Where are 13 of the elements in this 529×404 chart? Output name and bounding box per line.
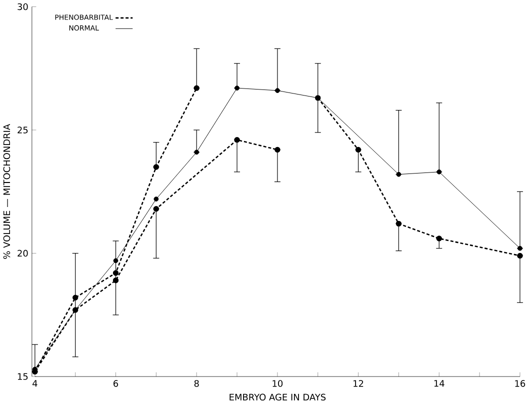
x-tick-label: 12 [354,380,364,387]
y-tick-label: 25 [18,126,28,134]
x-tick-label: 6 [114,380,118,387]
x-tick-label: 4 [32,380,38,387]
x-tick-label: 10 [272,380,283,387]
y-tick-label: 20 [18,250,28,257]
x-axis-title: EMBRYO AGE IN DAYS [230,394,326,401]
y-tick-label: 15 [18,373,28,380]
x-tick-label: 8 [194,380,199,387]
y-axis-title: % VOLUME — MITOCHONDRIA [3,124,10,259]
x-tick-label: 14 [434,380,444,387]
y-tick-label: 30 [18,3,28,10]
x-tick-label: 16 [515,380,526,387]
